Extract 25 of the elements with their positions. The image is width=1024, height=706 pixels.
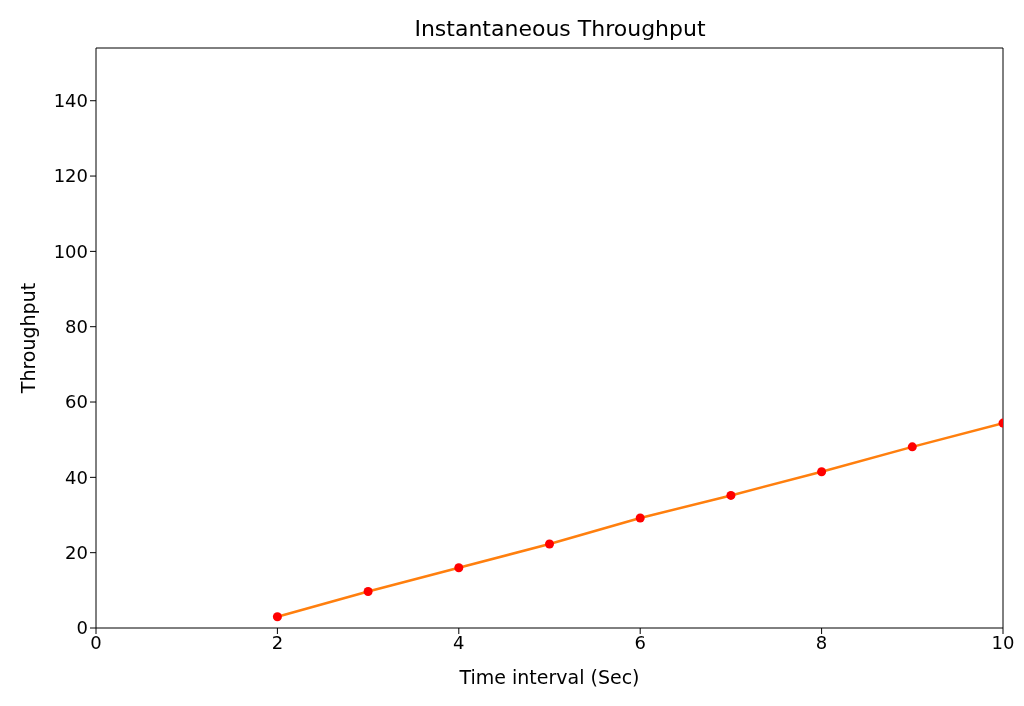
y-tick-label: 40 — [65, 466, 88, 488]
y-tick-label: 80 — [65, 316, 88, 338]
y-tick-label: 100 — [53, 240, 88, 262]
x-tick-label: 10 — [991, 631, 1015, 653]
point — [272, 612, 282, 622]
x-tick-label: 0 — [90, 631, 102, 653]
point — [726, 490, 736, 500]
x-tick-label: 4 — [453, 631, 465, 653]
x-tick-label: 6 — [634, 631, 646, 653]
chart-title: Instantaneous Throughput — [413, 16, 707, 41]
y-tick-label: 120 — [53, 165, 88, 187]
y-tick-label: 140 — [53, 90, 88, 112]
y-axis-title: Throughput — [16, 282, 39, 395]
y-tick-label: 60 — [65, 391, 88, 413]
y-tick-label: 0 — [76, 617, 88, 639]
x-axis-title: Time interval (Sec) — [458, 666, 640, 688]
x-tick-label: 2 — [271, 631, 284, 653]
point — [544, 539, 555, 549]
y-tick-label: 20 — [65, 542, 88, 564]
point — [907, 442, 917, 452]
point — [817, 467, 827, 477]
point — [454, 563, 464, 573]
point — [363, 586, 373, 596]
point — [635, 513, 645, 523]
x-tick-label: 8 — [815, 631, 828, 653]
